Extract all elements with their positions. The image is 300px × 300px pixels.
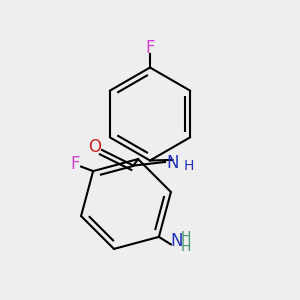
Text: F: F [145,39,155,57]
Text: H: H [181,240,191,254]
Text: H: H [184,159,194,173]
Text: O: O [88,138,101,156]
Text: F: F [70,154,80,172]
Text: N: N [171,232,183,250]
Text: N: N [166,154,179,172]
Text: H: H [181,230,191,244]
